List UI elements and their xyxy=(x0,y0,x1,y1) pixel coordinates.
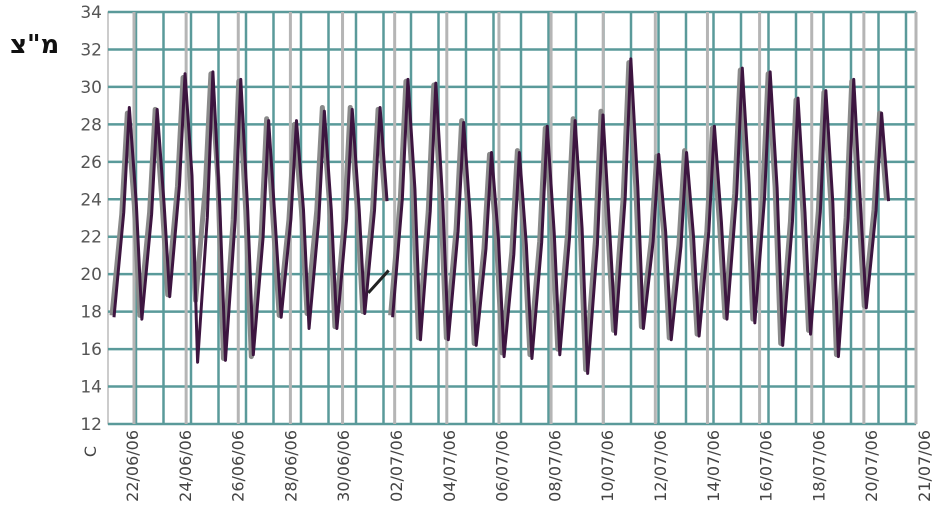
y-tick-label: 26 xyxy=(80,153,102,173)
x-tick-label: 21/07/06 xyxy=(915,430,933,502)
x-tick-label: 04/07/06 xyxy=(440,430,459,502)
y-tick-label: 32 xyxy=(80,40,102,60)
x-tick-label: 12/07/06 xyxy=(651,430,670,502)
x-tick-label: 18/07/06 xyxy=(809,430,828,502)
x-tick-label: 10/07/06 xyxy=(598,430,617,502)
y-axis-label: מ"צ xyxy=(10,30,60,60)
series-line xyxy=(391,57,891,375)
x-tick-label: 14/07/06 xyxy=(704,430,723,502)
y-tick-label: 12 xyxy=(80,415,102,435)
series-line xyxy=(388,60,890,373)
y-tick-label: 14 xyxy=(80,378,102,398)
y-unit-label: C xyxy=(81,446,100,457)
y-tick-label: 24 xyxy=(80,190,102,210)
y-tick-label: 28 xyxy=(80,115,102,135)
x-tick-label: 16/07/06 xyxy=(757,430,776,502)
x-tick-label: 20/07/06 xyxy=(862,430,881,502)
y-tick-label: 18 xyxy=(80,303,102,323)
series-line xyxy=(109,71,388,361)
x-tick-label: 02/07/06 xyxy=(387,430,406,502)
gap-connector xyxy=(367,269,390,294)
x-tick-label: 30/06/06 xyxy=(334,430,353,502)
x-tick-label: 28/06/06 xyxy=(281,430,300,502)
y-tick-label: 20 xyxy=(80,265,102,285)
series-line xyxy=(112,70,389,364)
x-tick-label: 26/06/06 xyxy=(229,430,248,502)
y-tick-label: 22 xyxy=(80,228,102,248)
x-tick-label: 24/06/06 xyxy=(176,430,195,502)
x-tick-label: 06/07/06 xyxy=(493,430,512,502)
x-tick-label: 22/06/06 xyxy=(123,430,142,502)
y-tick-label: 34 xyxy=(80,3,102,23)
x-tick-label: 08/07/06 xyxy=(545,430,564,502)
y-tick-label: 30 xyxy=(80,78,102,98)
y-tick-label: 16 xyxy=(80,340,102,360)
